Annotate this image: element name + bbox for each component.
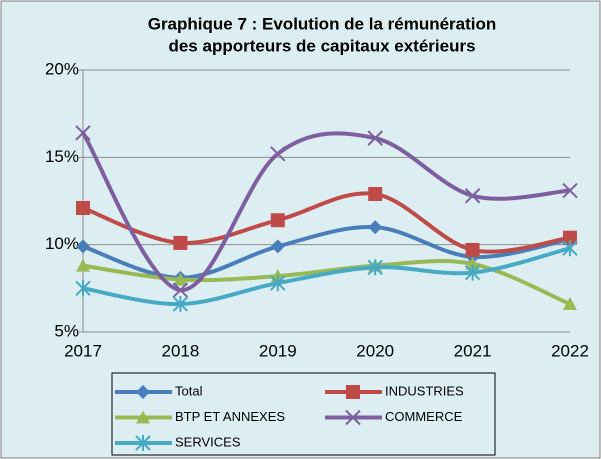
marker	[270, 146, 286, 162]
marker	[562, 240, 578, 257]
y-tick-label: 15%	[45, 147, 79, 166]
marker	[173, 235, 188, 250]
marker	[270, 213, 285, 228]
marker	[464, 188, 481, 204]
legend-label: COMMERCE	[385, 409, 463, 424]
marker	[75, 280, 91, 297]
y-tick-label: 20%	[45, 59, 79, 78]
y-tick-label: 5%	[54, 321, 79, 340]
marker	[76, 239, 90, 254]
x-tick-label: 2022	[551, 341, 589, 360]
marker	[76, 258, 90, 272]
legend-label: INDUSTRIES	[385, 383, 464, 398]
legend	[111, 372, 496, 456]
marker	[76, 200, 90, 215]
y-tick-label: 10%	[45, 234, 79, 253]
x-tick-label: 2019	[259, 341, 297, 360]
legend-marker	[135, 435, 151, 451]
x-tick-label: 2020	[356, 341, 394, 360]
chart-title: des apporteurs de capitaux extérieurs	[168, 36, 475, 55]
legend-marker	[136, 410, 150, 424]
marker	[173, 272, 188, 286]
legend-label: BTP ET ANNEXES	[175, 409, 285, 424]
marker	[172, 282, 189, 298]
x-tick-label: 2017	[64, 341, 102, 360]
legend-label: Total	[175, 383, 203, 398]
marker	[562, 182, 578, 199]
marker	[368, 187, 383, 202]
marker	[270, 275, 286, 292]
marker	[563, 297, 577, 311]
line	[82, 191, 571, 254]
x-tick-label: 2021	[454, 341, 492, 360]
legend-marker	[345, 409, 361, 426]
legend-label: SERVICES	[175, 434, 241, 449]
marker	[367, 130, 383, 146]
marker	[563, 230, 577, 245]
legend-marker	[346, 385, 360, 399]
marker	[464, 264, 481, 281]
marker	[367, 259, 383, 276]
marker	[270, 239, 285, 254]
marker	[172, 296, 189, 313]
marker	[465, 256, 480, 270]
legend-marker	[136, 385, 150, 399]
line	[82, 246, 571, 307]
chart-title: Graphique 7 : Evolution de la rémunérati…	[148, 14, 497, 33]
marker	[368, 220, 383, 235]
marker	[465, 242, 480, 257]
x-tick-label: 2018	[161, 341, 199, 360]
marker	[75, 125, 91, 141]
